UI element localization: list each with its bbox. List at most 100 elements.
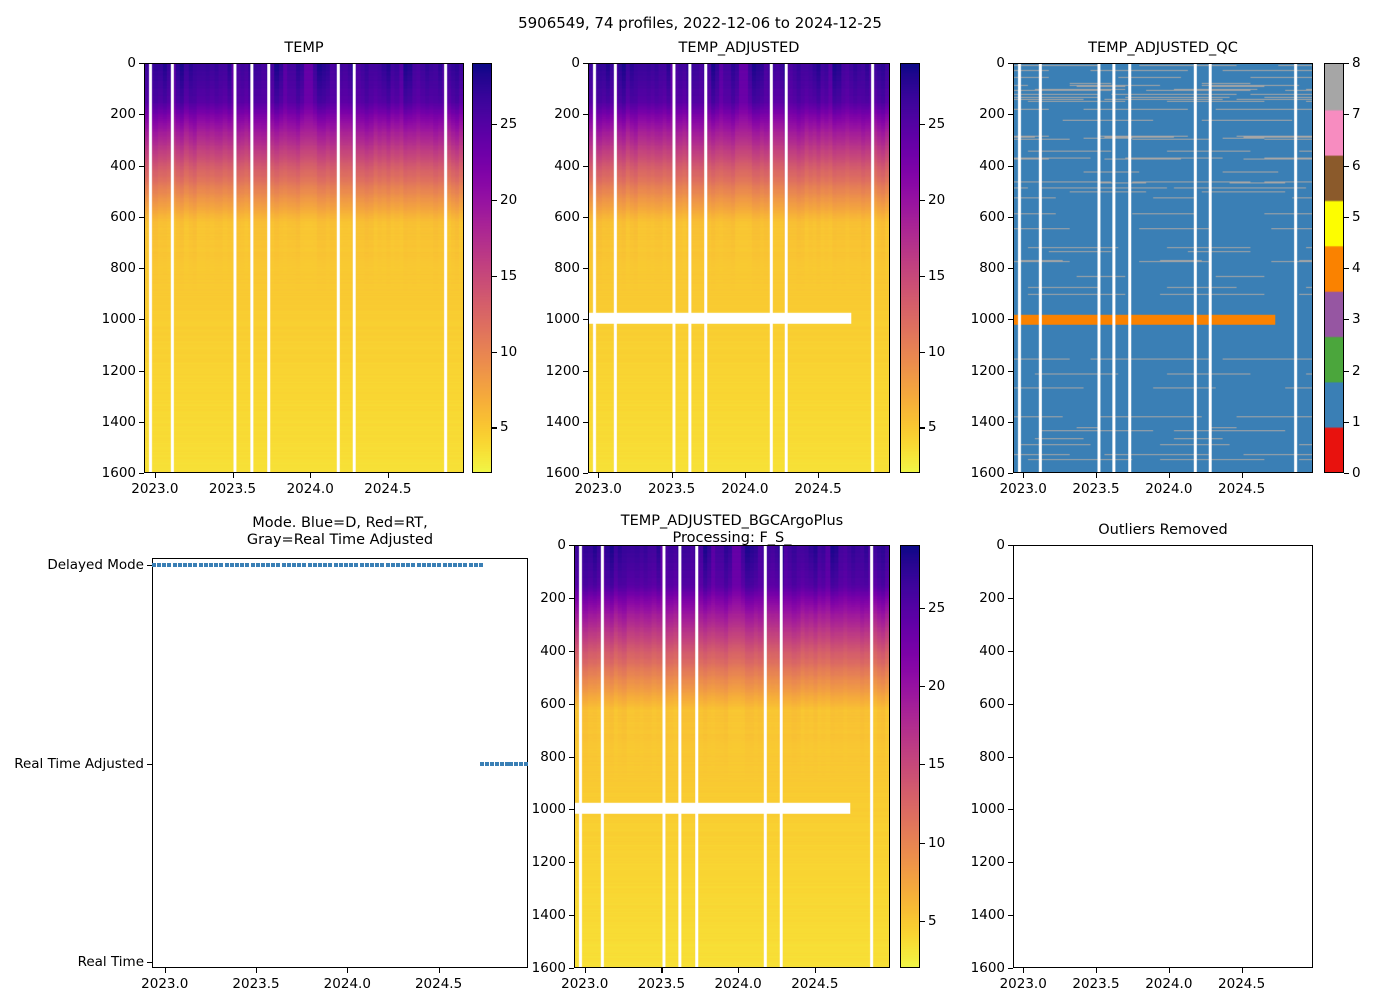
cbar-tick-mark-temp-3 [492, 199, 497, 201]
axes-temp_adjusted_qc[interactable] [1013, 63, 1313, 473]
panel-title-temp_adjusted_bgcargoplus: TEMP_ADJUSTED_BGCArgoPlus Processing: F_… [620, 513, 844, 547]
ytick-mark-temp-0 [139, 63, 144, 65]
axes-temp_adjusted[interactable] [588, 63, 890, 473]
mode-marker [463, 563, 468, 568]
ytick-label-outliers_removed-8: 1600 [970, 960, 1005, 976]
cbar-tick-label-temp_adjusted-1: 10 [928, 343, 946, 360]
axes-outliers_removed[interactable] [1013, 545, 1313, 968]
cbar-tick-mark-temp_adjusted_bgcargoplus-1 [920, 842, 925, 844]
cbar-tick-mark-temp-0 [492, 427, 497, 429]
ytick-label-temp_adjusted-2: 400 [554, 157, 580, 174]
mode-marker [395, 563, 400, 568]
mode-marker [480, 761, 485, 766]
xtick-label-temp_adjusted_bgcargoplus-0: 2023.0 [561, 976, 609, 992]
xtick-mark-temp_adjusted_bgcargoplus-2 [738, 968, 740, 973]
mode-marker [151, 563, 156, 568]
mode-marker [323, 563, 328, 568]
cbar-tick-label-temp_adjusted_qc-3: 3 [1352, 311, 1361, 328]
ytick-label-temp-8: 1600 [101, 465, 136, 481]
heatmap-temp [145, 64, 463, 472]
mode-marker [364, 563, 369, 568]
mode-marker [473, 563, 478, 568]
colorbar-gradient-temp [473, 64, 491, 472]
mode-marker [504, 761, 509, 766]
colorbar-temp_adjusted_qc[interactable] [1324, 63, 1344, 473]
cbar-tick-mark-temp_adjusted_bgcargoplus-0 [920, 921, 925, 923]
xtick-label-temp-1: 2023.5 [208, 481, 257, 497]
cbar-tick-mark-temp_adjusted_qc-8 [1344, 63, 1349, 65]
mode-marker [406, 563, 411, 568]
ytick-mark-temp_adjusted_bgcargoplus-6 [569, 862, 574, 864]
mode-marker [499, 761, 504, 766]
ytick-mark-outliers_removed-1 [1008, 597, 1013, 599]
ytick-label-temp_adjusted_bgcargoplus-3: 600 [540, 695, 566, 712]
axes-temp_adjusted_bgcargoplus[interactable] [574, 545, 890, 968]
ytick-mark-temp-5 [139, 319, 144, 321]
panel-title-mode: Mode. Blue=D, Red=RT, Gray=Real Time Adj… [246, 515, 434, 549]
ytick-label-outliers_removed-6: 1200 [970, 854, 1005, 871]
cbar-tick-label-temp_adjusted_qc-6: 6 [1352, 157, 1361, 174]
ytick-mark-temp_adjusted_qc-2 [1008, 165, 1013, 167]
cbar-tick-mark-temp_adjusted-3 [920, 199, 925, 201]
colorbar-temp_adjusted[interactable] [900, 63, 920, 473]
ytick-label-temp_adjusted-5: 1000 [545, 311, 580, 328]
ytick-mark-mode-1 [147, 763, 152, 765]
mode-marker [354, 563, 359, 568]
mode-marker [214, 563, 219, 568]
ytick-mark-temp_adjusted_bgcargoplus-4 [569, 756, 574, 758]
ytick-mark-outliers_removed-4 [1008, 756, 1013, 758]
cbar-tick-label-temp_adjusted-3: 20 [928, 191, 946, 208]
ytick-mark-outliers_removed-5 [1008, 809, 1013, 811]
ytick-label-temp_adjusted-3: 600 [554, 208, 580, 225]
xtick-mark-mode-3 [438, 968, 440, 973]
ytick-mark-temp-1 [139, 114, 144, 116]
ytick-mark-temp-6 [139, 370, 144, 372]
mode-marker [519, 761, 524, 766]
mode-marker [328, 563, 333, 568]
mode-marker [260, 563, 265, 568]
mode-marker [172, 563, 177, 568]
colorbar-temp_adjusted_bgcargoplus[interactable] [900, 545, 920, 968]
ytick-mark-outliers_removed-2 [1008, 650, 1013, 652]
ytick-label-temp_adjusted-0: 0 [571, 55, 580, 71]
cbar-tick-mark-temp_adjusted-0 [920, 427, 925, 429]
mode-marker [208, 563, 213, 568]
mode-marker [380, 563, 385, 568]
ytick-mark-temp-2 [139, 165, 144, 167]
xtick-mark-temp-0 [154, 473, 156, 478]
mode-marker [219, 563, 224, 568]
ytick-mark-temp_adjusted_bgcargoplus-0 [569, 545, 574, 547]
mode-marker [432, 563, 437, 568]
mode-marker [416, 563, 421, 568]
ytick-label-temp_adjusted_bgcargoplus-7: 1400 [531, 907, 566, 924]
mode-marker [437, 563, 442, 568]
xtick-label-temp_adjusted-1: 2023.5 [647, 481, 696, 497]
mode-marker [312, 563, 317, 568]
cbar-tick-mark-temp_adjusted_qc-5 [1344, 216, 1349, 218]
mode-marker [390, 563, 395, 568]
mode-marker [524, 761, 529, 766]
cbar-tick-mark-temp_adjusted_qc-2 [1344, 370, 1349, 372]
panel-title-temp_adjusted_qc: TEMP_ADJUSTED_QC [1088, 40, 1238, 56]
ytick-mark-temp_adjusted_qc-4 [1008, 268, 1013, 270]
mode-marker [266, 563, 271, 568]
ytick-mark-temp_adjusted_bgcargoplus-5 [569, 809, 574, 811]
ytick-label-temp_adjusted_bgcargoplus-8: 1600 [531, 960, 566, 976]
mode-marker [427, 563, 432, 568]
cbar-tick-mark-temp_adjusted_bgcargoplus-4 [920, 607, 925, 609]
axes-temp[interactable] [144, 63, 464, 473]
ytick-mark-temp_adjusted_bgcargoplus-8 [569, 968, 574, 970]
mode-marker [177, 563, 182, 568]
mode-marker [198, 563, 203, 568]
mode-marker [193, 563, 198, 568]
colorbar-gradient-temp_adjusted [901, 64, 919, 472]
cbar-tick-mark-temp_adjusted_qc-1 [1344, 421, 1349, 423]
colorbar-temp[interactable] [472, 63, 492, 473]
ytick-mark-temp_adjusted_bgcargoplus-2 [569, 650, 574, 652]
ytick-label-temp_adjusted_bgcargoplus-5: 1000 [531, 801, 566, 818]
xtick-mark-temp-2 [310, 473, 312, 478]
xtick-mark-temp_adjusted_qc-0 [1023, 473, 1025, 478]
